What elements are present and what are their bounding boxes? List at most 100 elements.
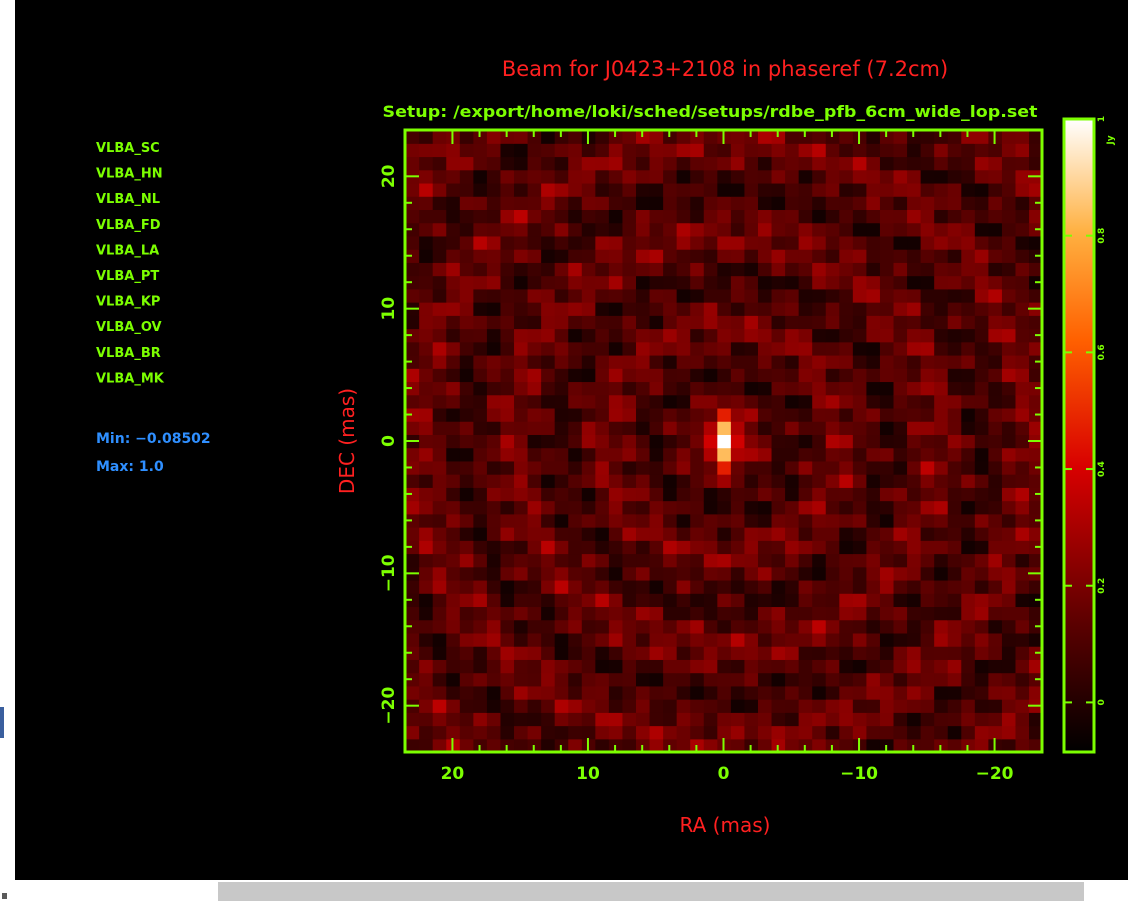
- heatmap-cell: [879, 328, 894, 343]
- heatmap-cell: [743, 169, 758, 184]
- heatmap-cell: [635, 421, 650, 435]
- heatmap-cell: [838, 394, 853, 409]
- heatmap-cell: [1001, 421, 1016, 435]
- heatmap-cell: [865, 394, 880, 409]
- heatmap-cell: [445, 275, 460, 290]
- heatmap-cell: [676, 619, 691, 634]
- heatmap-cell: [716, 712, 731, 727]
- heatmap-cell: [947, 566, 962, 581]
- heatmap-cell: [1001, 315, 1016, 330]
- heatmap-cell: [418, 579, 433, 594]
- heatmap-cell: [445, 235, 460, 250]
- heatmap-cell: [947, 487, 962, 502]
- heatmap-cell: [852, 632, 867, 647]
- heatmap-cell: [689, 632, 704, 647]
- heatmap-cell: [730, 275, 745, 290]
- heatmap-cell: [811, 302, 826, 316]
- heatmap-cell: [974, 381, 989, 396]
- heatmap-cell: [540, 553, 555, 568]
- heatmap-cell: [730, 699, 745, 713]
- heatmap-cell: [770, 659, 786, 674]
- heatmap-cell: [865, 341, 880, 356]
- heatmap-cell: [554, 368, 569, 383]
- heatmap-cell: [798, 685, 813, 700]
- heatmap-cell: [499, 540, 515, 555]
- heatmap-cell: [513, 553, 528, 568]
- heatmap-cell: [432, 341, 447, 356]
- heatmap-cell: [445, 712, 460, 727]
- heatmap-cell: [960, 579, 975, 594]
- heatmap-cell: [432, 182, 447, 197]
- heatmap-cell: [947, 143, 962, 158]
- heatmap-cell: [743, 712, 758, 727]
- heatmap-cell: [784, 328, 799, 343]
- heatmap-cell: [472, 288, 487, 303]
- heatmap-cell: [1014, 421, 1030, 435]
- heatmap-cell: [920, 460, 935, 475]
- heatmap-cell: [648, 553, 664, 568]
- heatmap-cell: [459, 302, 474, 316]
- heatmap-cell: [526, 394, 542, 409]
- heatmap-cell: [1001, 527, 1016, 541]
- heatmap-cell: [554, 354, 569, 369]
- heatmap-cell: [892, 275, 908, 290]
- heatmap-cell: [757, 566, 772, 581]
- heatmap-cell: [581, 487, 596, 502]
- heatmap-cell: [730, 606, 745, 621]
- heatmap-cell: [554, 725, 569, 740]
- heatmap-cell: [811, 196, 826, 211]
- heatmap-cell: [581, 725, 596, 740]
- heatmap-cell: [920, 182, 935, 197]
- heatmap-cell: [852, 553, 867, 568]
- heatmap-cell: [1001, 593, 1016, 608]
- heatmap-cell: [852, 341, 867, 356]
- heatmap-cell: [1028, 712, 1042, 727]
- heatmap-cell: [730, 646, 745, 660]
- colorbar-tick-label: 0.6: [1097, 344, 1107, 360]
- heatmap-cell: [730, 434, 745, 449]
- heatmap-cell: [960, 354, 975, 369]
- heatmap-cell: [689, 381, 704, 396]
- heatmap-cell: [716, 421, 731, 435]
- heatmap-cell: [445, 434, 460, 449]
- heatmap-cell: [540, 527, 555, 541]
- heatmap-cell: [459, 619, 474, 634]
- heatmap-cell: [811, 527, 826, 541]
- heatmap-cell: [676, 381, 691, 396]
- heatmap-cell: [784, 632, 799, 647]
- heatmap-cell: [974, 513, 989, 528]
- heatmap-cell: [920, 421, 935, 435]
- heatmap-cell: [567, 235, 582, 250]
- heatmap-cell: [960, 619, 975, 634]
- heatmap-cell: [770, 143, 786, 158]
- heatmap-cell: [499, 196, 515, 211]
- heatmap-cell: [1014, 182, 1030, 197]
- heatmap-cell: [648, 156, 664, 171]
- heatmap-cell: [838, 579, 853, 594]
- heatmap-cell: [906, 275, 921, 290]
- heatmap-cell: [472, 368, 487, 383]
- heatmap-cell: [432, 156, 447, 171]
- heatmap-cell: [662, 500, 677, 515]
- heatmap-cell: [974, 288, 989, 303]
- heatmap-cell: [594, 302, 609, 316]
- heatmap-cell: [662, 196, 677, 211]
- heatmap-cell: [594, 315, 609, 330]
- heatmap-cell: [838, 249, 853, 263]
- heatmap-cell: [635, 659, 650, 674]
- heatmap-cell: [676, 209, 691, 224]
- heatmap-cell: [974, 672, 989, 687]
- heatmap-cell: [947, 646, 962, 660]
- heatmap-cell: [676, 368, 691, 383]
- heatmap-cell: [865, 725, 880, 740]
- heatmap-cell: [526, 328, 542, 343]
- colorbar-unit-label: Jy: [1106, 135, 1116, 145]
- heatmap-cell: [581, 249, 596, 263]
- heatmap-cell: [1014, 235, 1030, 250]
- scrollbar-track[interactable]: [218, 882, 1084, 901]
- heatmap-cell: [459, 394, 474, 409]
- heatmap-cell: [554, 593, 569, 608]
- heatmap-cell: [716, 500, 731, 515]
- heatmap-cell: [730, 288, 745, 303]
- beam-heatmap: [405, 130, 1042, 752]
